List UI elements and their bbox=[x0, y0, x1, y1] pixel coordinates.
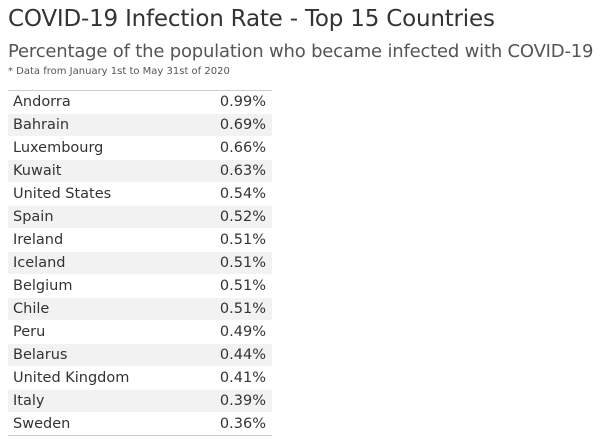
infection-rate-value: 0.41% bbox=[219, 370, 266, 386]
country-name: Andorra bbox=[13, 94, 71, 110]
infection-rate-value: 0.99% bbox=[219, 94, 266, 110]
table-row: Spain 0.52% bbox=[8, 206, 272, 229]
country-name: Luxembourg bbox=[13, 140, 104, 156]
table-row: Kuwait 0.63% bbox=[8, 160, 272, 183]
infection-rate-value: 0.51% bbox=[219, 255, 266, 271]
table-row: Belarus 0.44% bbox=[8, 344, 272, 367]
country-name: Spain bbox=[13, 209, 54, 225]
table-row: United States 0.54% bbox=[8, 183, 272, 206]
infection-rate-value: 0.44% bbox=[219, 347, 266, 363]
infection-rate-value: 0.63% bbox=[219, 163, 266, 179]
table-row: United Kingdom 0.41% bbox=[8, 367, 272, 390]
table-row: Bahrain 0.69% bbox=[8, 114, 272, 137]
infection-rate-value: 0.36% bbox=[219, 416, 266, 432]
infection-rate-value: 0.49% bbox=[219, 324, 266, 340]
country-name: Belarus bbox=[13, 347, 68, 363]
table-row: Italy 0.39% bbox=[8, 390, 272, 413]
country-name: Peru bbox=[13, 324, 46, 340]
infection-rate-value: 0.52% bbox=[219, 209, 266, 225]
table-row: Iceland 0.51% bbox=[8, 252, 272, 275]
country-name: Kuwait bbox=[13, 163, 62, 179]
infection-rate-value: 0.51% bbox=[219, 278, 266, 294]
table-row: Belgium 0.51% bbox=[8, 275, 272, 298]
infection-rate-value: 0.51% bbox=[219, 232, 266, 248]
table-row: Luxembourg 0.66% bbox=[8, 137, 272, 160]
table-row: Sweden 0.36% bbox=[8, 413, 272, 436]
chart-title: COVID-19 Infection Rate - Top 15 Countri… bbox=[8, 6, 495, 32]
table-row: Peru 0.49% bbox=[8, 321, 272, 344]
country-name: Belgium bbox=[13, 278, 73, 294]
table-row: Chile 0.51% bbox=[8, 298, 272, 321]
country-name: Chile bbox=[13, 301, 50, 317]
table-row: Ireland 0.51% bbox=[8, 229, 272, 252]
table-row: Andorra 0.99% bbox=[8, 91, 272, 114]
country-name: Italy bbox=[13, 393, 45, 409]
country-name: Bahrain bbox=[13, 117, 70, 133]
country-name: Ireland bbox=[13, 232, 64, 248]
infection-rate-value: 0.39% bbox=[219, 393, 266, 409]
data-note: * Data from January 1st to May 31st of 2… bbox=[8, 66, 230, 77]
country-name: United Kingdom bbox=[13, 370, 130, 386]
infection-rate-value: 0.66% bbox=[219, 140, 266, 156]
country-name: Sweden bbox=[13, 416, 71, 432]
infection-rate-value: 0.51% bbox=[219, 301, 266, 317]
infection-rate-table: Andorra 0.99% Bahrain 0.69% Luxembourg 0.66% K… bbox=[8, 90, 272, 436]
chart-subtitle: Percentage of the population who became … bbox=[8, 41, 594, 62]
infection-rate-value: 0.54% bbox=[219, 186, 266, 202]
country-name: United States bbox=[13, 186, 112, 202]
infection-rate-value: 0.69% bbox=[219, 117, 266, 133]
country-name: Iceland bbox=[13, 255, 66, 271]
